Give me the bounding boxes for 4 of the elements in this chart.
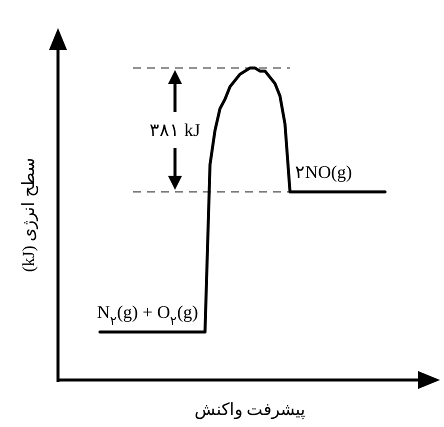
- x-axis-title: پیشرفت واکنش: [194, 400, 306, 420]
- y-axis-title: سطح انرژی (kJ): [19, 158, 39, 272]
- annotation: ۳۸۱ kJ: [150, 120, 200, 140]
- annotation: ۲NO(g): [295, 162, 352, 182]
